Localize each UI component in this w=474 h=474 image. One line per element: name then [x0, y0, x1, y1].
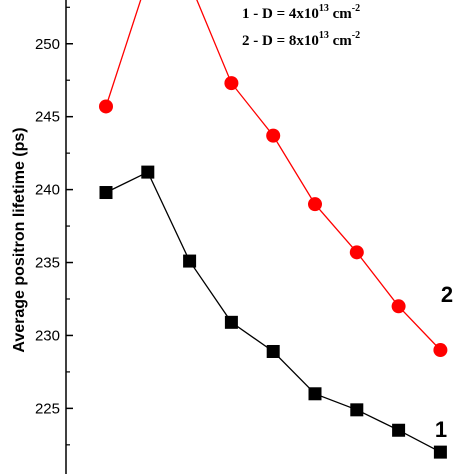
y-tick-label: 225: [35, 400, 60, 417]
data-point-square: [99, 186, 113, 200]
y-tick-label: 250: [35, 36, 60, 53]
series-2-line: [105, 0, 441, 351]
data-point-square: [392, 423, 406, 437]
series-1-line: [105, 171, 441, 453]
series-1: [99, 165, 447, 459]
legend-entry-2-exp: 13: [319, 30, 329, 41]
series-layer: [99, 0, 448, 459]
legend-entry-1-prefix: 1 - D = 4x10: [242, 6, 319, 22]
data-point-circle: [433, 343, 448, 358]
axes: 225 230 235 240 245 250: [35, 0, 73, 474]
y-tick-label: 245: [35, 109, 60, 126]
legend-entry-2-unit-exp: -2: [352, 30, 360, 41]
series-2-tag: 2: [441, 282, 453, 307]
data-point-circle: [224, 76, 239, 91]
legend-entry-1-unit: cm: [329, 6, 352, 22]
legend-entry-2: 2 - D = 8x1013 cm-2: [242, 30, 360, 49]
data-point-circle: [266, 128, 281, 143]
data-point-square: [433, 445, 447, 459]
legend-entry-1: 1 - D = 4x1013 cm-2: [242, 3, 360, 22]
y-tick-label: 230: [35, 327, 60, 344]
legend-entry-2-unit: cm: [329, 33, 352, 49]
data-point-circle: [349, 245, 364, 260]
y-axis-label: Average positron lifetime (ps): [11, 127, 28, 352]
legend-entry-1-exp: 13: [319, 3, 329, 14]
data-point-circle: [99, 99, 113, 114]
data-point-square: [183, 254, 197, 268]
y-tick-label: 235: [35, 255, 60, 272]
data-point-square: [350, 403, 364, 417]
data-point-circle: [308, 197, 322, 212]
data-point-square: [308, 387, 322, 401]
data-point-circle: [391, 299, 406, 314]
legend-entry-1-unit-exp: -2: [352, 3, 360, 14]
series-2: [99, 0, 448, 358]
legend-entry-2-prefix: 2 - D = 8x10: [242, 33, 319, 49]
y-tick-label: 240: [35, 182, 60, 199]
data-point-square: [266, 344, 280, 358]
data-point-square: [224, 315, 238, 329]
series-1-tag: 1: [435, 417, 447, 442]
data-point-square: [141, 165, 155, 179]
legend: 1 - D = 4x1013 cm-2 2 - D = 8x1013 cm-2: [242, 3, 360, 49]
